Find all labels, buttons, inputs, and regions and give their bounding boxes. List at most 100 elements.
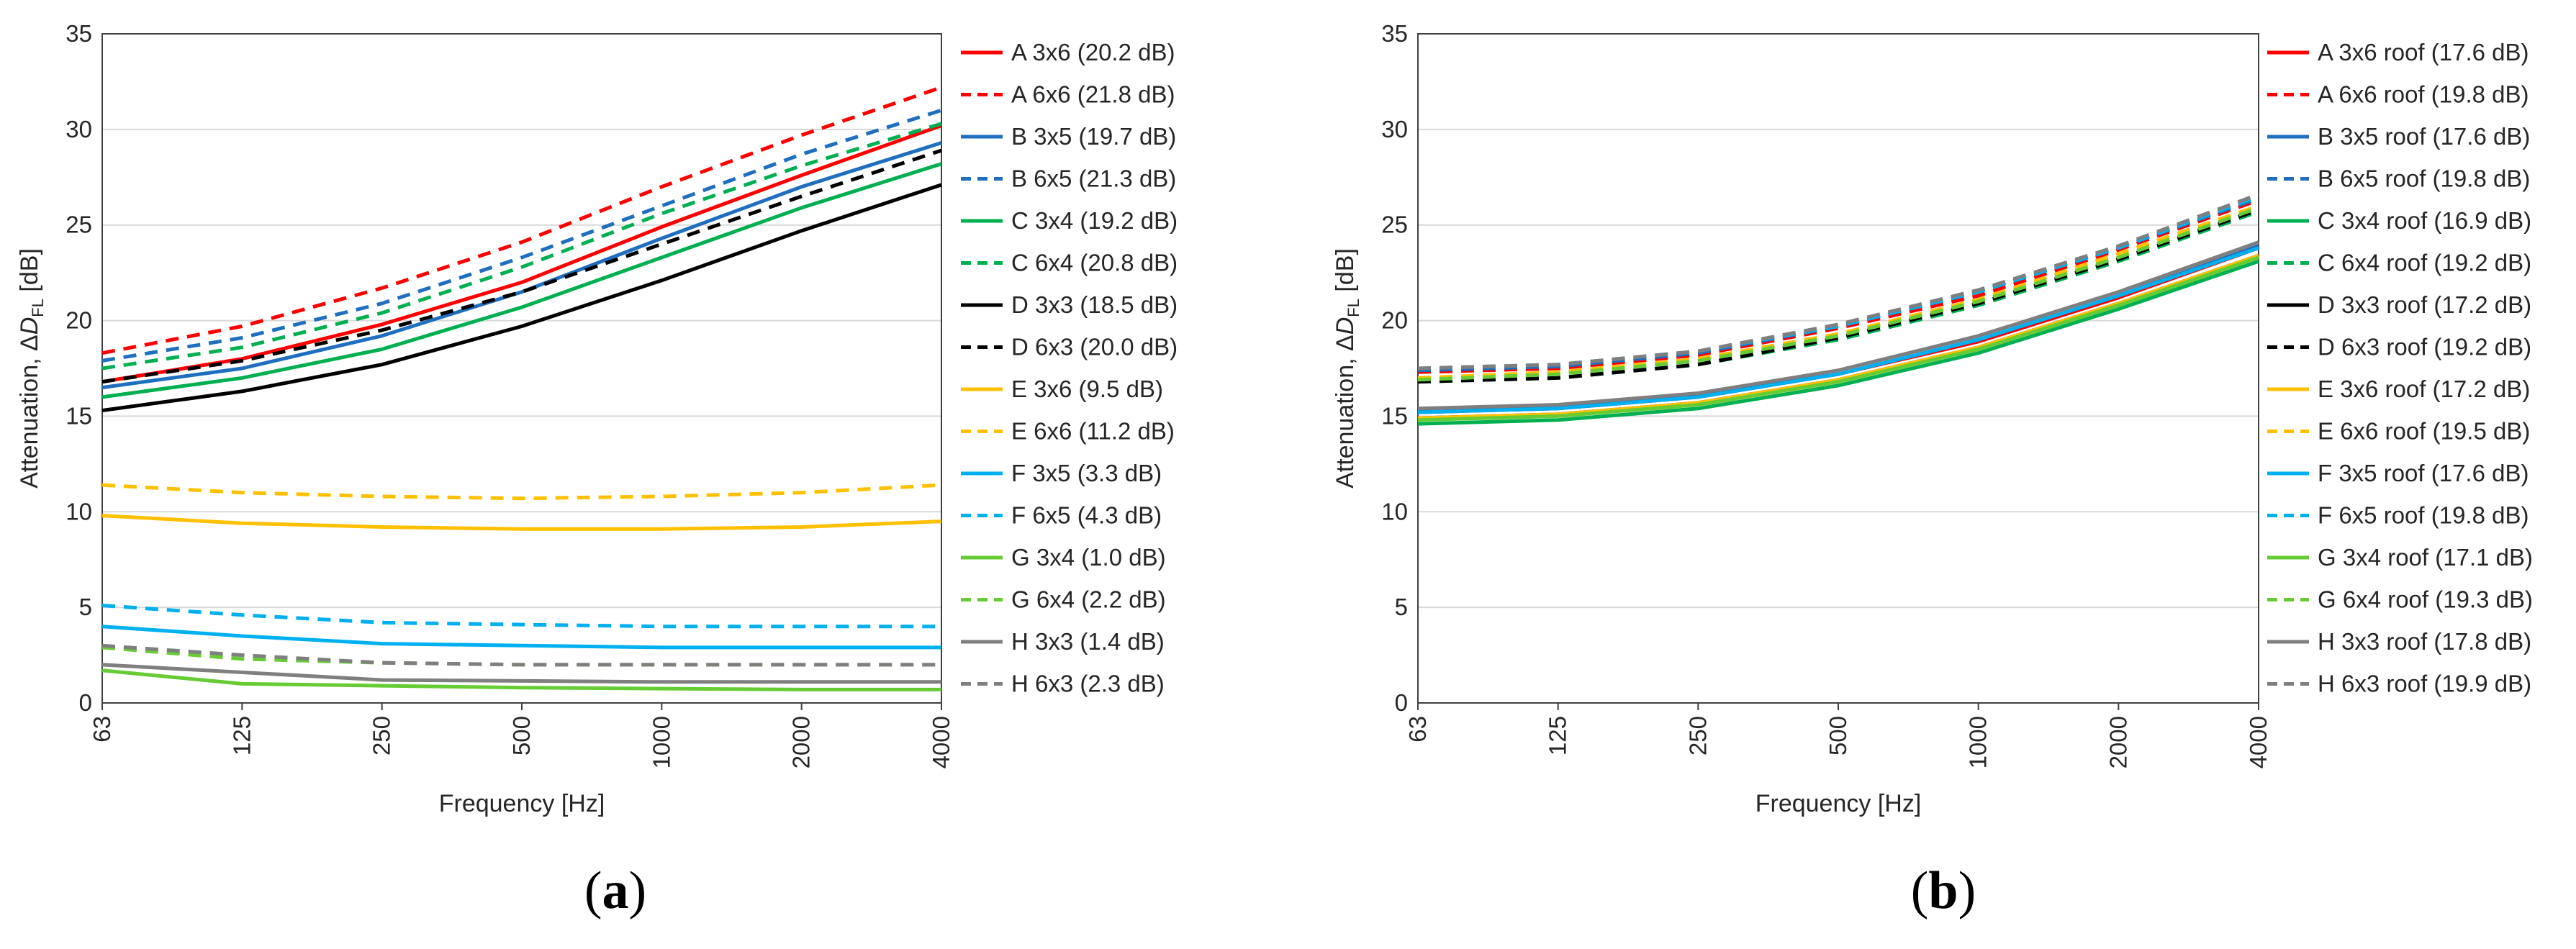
panel-caption: (a) xyxy=(584,861,646,920)
x-tick-label: 2000 xyxy=(2105,716,2131,768)
x-tick-label: 1000 xyxy=(648,716,674,768)
legend-label: G 3x4 roof (17.1 dB) xyxy=(2318,544,2533,571)
legend-label: D 6x3 (20.0 dB) xyxy=(1011,334,1178,360)
series-line-b-3x5 xyxy=(101,141,942,390)
series-line-g-6x4 xyxy=(101,645,941,667)
y-tick-label: 10 xyxy=(1381,498,1408,525)
x-tick-label: 125 xyxy=(1545,716,1571,755)
legend-label: D 3x3 roof (17.2 dB) xyxy=(2318,291,2531,318)
x-tick-label: 250 xyxy=(369,716,395,755)
legend-label: E 6x6 (11.2 dB) xyxy=(1011,418,1175,445)
plot-area-frame xyxy=(1417,33,2259,704)
series-line-f-6x5 xyxy=(101,604,941,629)
panel-a-chart: 0 5 10 15 20 25 30 35 63 125 250 500 1000 2000 4000 Fre… xyxy=(16,20,1178,920)
series-line-a-3x6-roof xyxy=(1417,246,2259,414)
legend-label: C 3x4 roof (16.9 dB) xyxy=(2318,207,2531,234)
y-tick-label: 5 xyxy=(79,594,92,620)
legend-label: B 6x5 (21.3 dB) xyxy=(1011,165,1176,192)
x-tick-label: 63 xyxy=(1404,716,1431,743)
x-tick-label: 1000 xyxy=(1965,716,1992,768)
legend-label: F 3x5 (3.3 dB) xyxy=(1011,460,1162,486)
panel-caption: (b) xyxy=(1911,861,1976,920)
y-axis-label: Attenuation, ΔDFL [dB] xyxy=(1332,248,1362,489)
legend-label: A 3x6 (20.2 dB) xyxy=(1011,39,1175,65)
series-line-f-3x5-roof xyxy=(1417,246,2259,414)
x-tick-label: 2000 xyxy=(788,716,815,768)
series-line-d-3x3 xyxy=(101,183,942,412)
legend-label: H 3x3 roof (17.8 dB) xyxy=(2318,628,2531,655)
legend-label: B 3x5 (19.7 dB) xyxy=(1011,123,1176,150)
legend-label: G 3x4 (1.0 dB) xyxy=(1011,544,1166,571)
series-line-e-6x6 xyxy=(101,483,942,501)
x-tick-label: 4000 xyxy=(928,716,954,768)
y-tick-label: 35 xyxy=(1381,20,1408,47)
series-line-d-6x3 xyxy=(101,148,942,384)
series-line-d-6x3-roof xyxy=(1417,208,2259,384)
y-tick-label: 0 xyxy=(79,689,92,716)
series-line-a-3x6 xyxy=(101,124,942,384)
x-tick-label: 500 xyxy=(508,716,535,755)
legend-label: H 3x3 (1.4 dB) xyxy=(1011,628,1165,655)
y-tick-label: 15 xyxy=(1381,402,1408,429)
x-axis-label: Frequency [Hz] xyxy=(439,790,605,817)
series-line-h-3x3-roof xyxy=(1417,240,2259,411)
y-tick-label: 20 xyxy=(1381,307,1408,334)
x-axis-label: Frequency [Hz] xyxy=(1755,790,1922,817)
legend-label: F 3x5 roof (17.6 dB) xyxy=(2318,460,2528,486)
series-line-b-6x5-roof xyxy=(1417,196,2259,373)
legend-label: C 6x4 roof (19.2 dB) xyxy=(2318,250,2531,276)
series-line-g-3x4 xyxy=(101,668,941,691)
series-line-c-3x4- xyxy=(101,162,942,399)
legend-label: H 6x3 (2.3 dB) xyxy=(1011,671,1165,697)
series-line-a-6x6-roof xyxy=(1417,198,2259,374)
legend-label: D 3x3 (18.5 dB) xyxy=(1011,291,1178,318)
series-line-h-6x3-roof xyxy=(1417,192,2259,371)
y-tick-label: 5 xyxy=(1395,594,1408,620)
plot-area-frame xyxy=(101,33,942,704)
legend-label: A 6x6 (21.8 dB) xyxy=(1011,81,1175,108)
legend-label: E 3x6 (9.5 dB) xyxy=(1011,376,1163,402)
series-line-e-6x6-roof xyxy=(1417,204,2259,380)
legend-label: F 6x5 roof (19.8 dB) xyxy=(2318,502,2528,529)
legend-label: D 6x3 roof (19.2 dB) xyxy=(2318,334,2531,360)
legend-label: G 6x4 roof (19.3 dB) xyxy=(2318,586,2533,613)
y-tick-label: 30 xyxy=(65,116,92,142)
legend-label: F 6x5 (4.3 dB) xyxy=(1011,502,1162,529)
series-line-g-6x4-roof xyxy=(1417,206,2259,382)
x-tick-label: 125 xyxy=(228,716,255,755)
x-tick-label: 4000 xyxy=(2245,716,2272,768)
series-line-h-3x3 xyxy=(101,663,941,684)
legend-label: H 6x3 roof (19.9 dB) xyxy=(2318,671,2531,697)
series-line-a-6x6 xyxy=(101,86,942,355)
legend-label: B 6x5 roof (19.8 dB) xyxy=(2318,165,2530,192)
legend-label: C 3x4 (19.2 dB) xyxy=(1011,207,1178,234)
y-tick-label: 35 xyxy=(65,20,92,47)
legend-label: A 6x6 roof (19.8 dB) xyxy=(2318,81,2529,108)
legend-label: E 6x6 roof (19.5 dB) xyxy=(2318,418,2530,445)
series-line-f-6x5-roof xyxy=(1417,194,2259,371)
y-tick-label: 0 xyxy=(1395,689,1408,716)
series-line-c-3x4-roof xyxy=(1417,259,2259,426)
y-tick-label: 25 xyxy=(65,212,92,238)
series-line-f-3x5 xyxy=(101,625,941,650)
series-line-b-6x5 xyxy=(101,108,942,363)
series-line-e-3x6 xyxy=(101,514,942,531)
y-axis-label: Attenuation, ΔDFL [dB] xyxy=(16,248,47,489)
legend-label: C 6x4 (20.8 dB) xyxy=(1011,250,1178,276)
legend-label: G 6x4 (2.2 dB) xyxy=(1011,586,1166,613)
legend-label: E 3x6 roof (17.2 dB) xyxy=(2318,376,2530,402)
y-tick-label: 15 xyxy=(65,402,92,429)
panel-b-chart: 0 5 10 15 20 25 30 35 63 125 250 500 1000 2000 4000 Fre… xyxy=(1332,20,2533,920)
x-tick-label: 500 xyxy=(1825,716,1851,755)
y-tick-label: 30 xyxy=(1381,116,1408,142)
x-tick-label: 250 xyxy=(1684,716,1711,755)
legend-label: A 3x6 roof (17.6 dB) xyxy=(2318,39,2529,65)
y-tick-label: 20 xyxy=(65,307,92,334)
series-line-g-3x4-roof xyxy=(1417,255,2259,422)
series-line-c-6x4-roof xyxy=(1417,209,2259,384)
y-tick-label: 10 xyxy=(65,498,92,525)
x-tick-label: 63 xyxy=(89,716,115,743)
series-line-h-6x3 xyxy=(101,643,941,667)
legend-label: B 3x5 roof (17.6 dB) xyxy=(2318,123,2530,150)
